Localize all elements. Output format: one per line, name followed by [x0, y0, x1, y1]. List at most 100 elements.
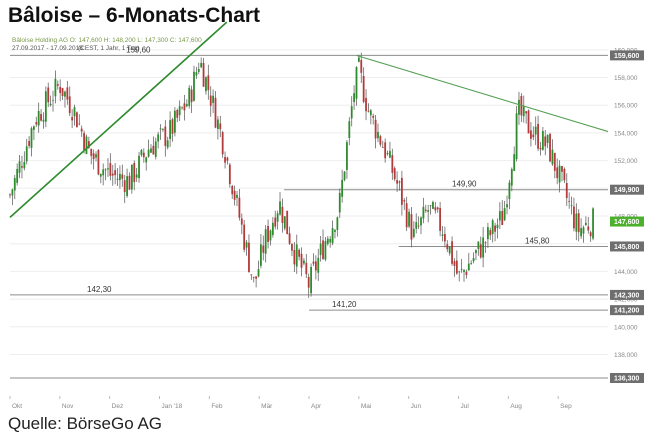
candle-body [422, 206, 425, 219]
candle-body [432, 201, 434, 209]
candle-body [372, 115, 375, 118]
candle-body [188, 87, 191, 106]
candle-body [173, 110, 176, 133]
x-tick-label: Okt [12, 403, 22, 410]
candle-body [140, 149, 143, 156]
candle-body [539, 147, 542, 150]
candle-body [207, 75, 210, 91]
candle-body [231, 185, 234, 195]
candle-body [453, 261, 456, 266]
trendlines [9, 21, 609, 218]
candle-body [467, 263, 470, 271]
candle-body [386, 152, 389, 155]
y-grid [10, 49, 608, 355]
candle-body [95, 154, 97, 158]
candle-body [183, 103, 186, 111]
x-tick-label: Jan '18 [162, 403, 183, 410]
candle-body [324, 241, 327, 260]
candle-body [589, 232, 592, 237]
candle-body [556, 167, 559, 179]
x-tick-label: Aug [510, 403, 522, 410]
candle-body [458, 271, 461, 273]
candle-body [87, 141, 90, 148]
x-tick-label: Feb [211, 403, 223, 410]
candle-body [487, 227, 489, 240]
candle-body [276, 213, 279, 222]
candle-body [577, 213, 580, 233]
candle-body [534, 126, 537, 135]
x-tick-label: Jul [461, 403, 470, 410]
candle-body [126, 176, 128, 196]
candle-body [116, 178, 119, 180]
candle-body [448, 246, 451, 254]
candle-body [381, 147, 384, 149]
candle-body [408, 211, 410, 227]
candle-body [130, 164, 133, 190]
candle-body [159, 128, 162, 130]
chart-settings: (CEST, 1 Jahr, 1 Tag) [78, 45, 140, 52]
price-badge-label: 142,300 [614, 292, 639, 299]
candle-body [338, 192, 341, 213]
candle-body [300, 253, 303, 268]
candle-body [216, 119, 219, 129]
candle-body [176, 109, 179, 118]
candle-body [121, 174, 124, 179]
candle-body [23, 161, 26, 169]
chart-header: Bâloise Holding AG O: 147,600 H: 148,200… [12, 37, 202, 52]
candle-body [498, 211, 501, 221]
candle-body [197, 68, 200, 72]
candle-body [410, 214, 413, 240]
candle-body [257, 269, 260, 277]
candle-body [317, 257, 320, 273]
y-tick-label: 156,000 [614, 103, 638, 110]
candle-body [334, 230, 336, 232]
candle-body [580, 228, 583, 237]
candle-body [365, 98, 367, 112]
candle-body [295, 244, 298, 267]
price-badge [610, 184, 644, 195]
candle-body [322, 240, 324, 259]
current-price-badge [610, 216, 644, 227]
candle-body [312, 261, 315, 264]
candle-body [522, 106, 525, 117]
candle-body [209, 95, 212, 106]
candle-body [568, 200, 571, 202]
candle-body [9, 194, 11, 196]
candle-body [553, 152, 556, 171]
candle-body [212, 95, 215, 103]
level-annotation: 141,20 [332, 300, 357, 309]
candle-body [565, 183, 568, 199]
y-tick-label: 154,000 [614, 130, 638, 137]
level-lines: 159,60 149,90 145,80 142,30 141,20 [10, 45, 608, 379]
candle-body [310, 266, 312, 294]
candle-body [515, 113, 518, 160]
candle-body [99, 173, 102, 177]
candle-body [573, 206, 575, 229]
candle-body [178, 106, 181, 116]
candle-body [64, 91, 66, 97]
candle-body [61, 87, 64, 96]
candle-body [389, 150, 391, 158]
candle-body [470, 262, 473, 264]
candle-body [205, 77, 207, 92]
candle-body [307, 276, 310, 288]
candle-body [374, 119, 377, 139]
candle-body [54, 78, 57, 97]
candle-body [417, 225, 420, 227]
candle-body [541, 131, 544, 150]
candle-body [28, 140, 31, 146]
candle-body [102, 169, 105, 176]
candle-body [267, 225, 269, 242]
candle-body [549, 133, 551, 162]
candle-body [224, 156, 226, 163]
candle-body [391, 155, 394, 173]
candle-body [32, 126, 35, 130]
candle-body [491, 220, 494, 235]
candle-body [240, 218, 243, 225]
candle-body [551, 149, 554, 165]
candle-body [119, 173, 121, 181]
candle-body [193, 71, 195, 101]
candle-body [245, 242, 248, 248]
candle-body [350, 106, 353, 119]
candle-body [537, 123, 539, 149]
